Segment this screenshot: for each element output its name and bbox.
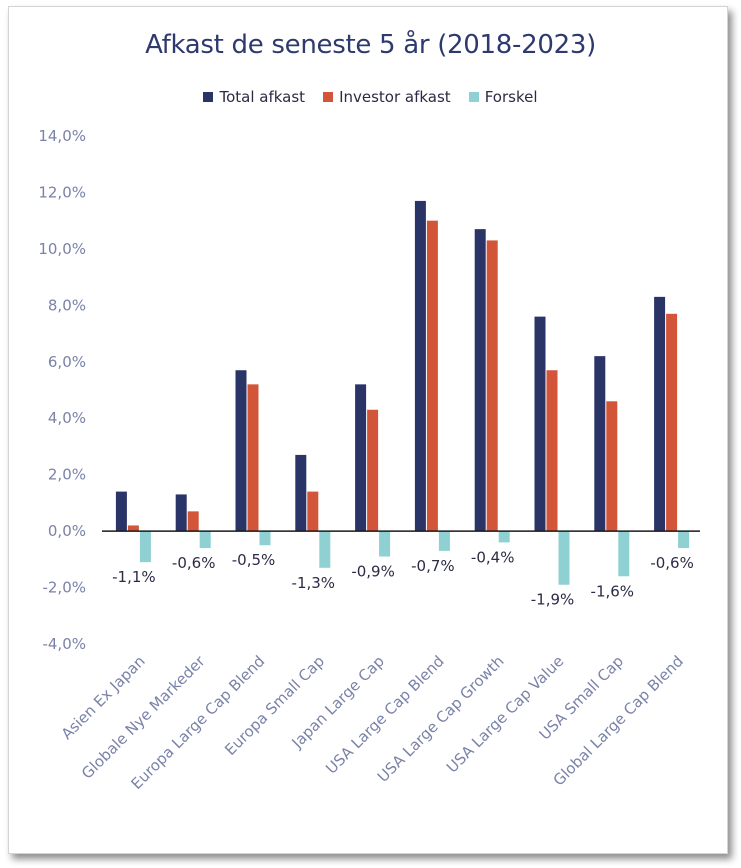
bar-total bbox=[474, 229, 486, 532]
x-category-label: USA Large Cap Value bbox=[443, 652, 567, 776]
chart-title: Afkast de seneste 5 år (2018-2023) bbox=[145, 30, 596, 60]
bar-total bbox=[355, 384, 367, 532]
bar-forskel bbox=[678, 531, 690, 549]
bar-total bbox=[115, 491, 127, 532]
legend-item-total: Total afkast bbox=[203, 88, 305, 106]
data-label: -0,6% bbox=[172, 554, 216, 572]
legend-swatch-investor bbox=[323, 92, 334, 102]
bar-forskel bbox=[438, 531, 450, 551]
data-label: -1,1% bbox=[112, 568, 156, 586]
data-label: -0,6% bbox=[650, 554, 694, 572]
data-label: -1,3% bbox=[292, 574, 336, 592]
data-label: -0,4% bbox=[471, 548, 515, 566]
bar-investor bbox=[666, 313, 678, 532]
bar-investor bbox=[486, 240, 498, 532]
legend: Total afkast Investor afkast Forskel bbox=[0, 88, 741, 106]
y-tick-label: 14,0% bbox=[38, 127, 86, 145]
y-tick-label: 0,0% bbox=[48, 522, 86, 540]
bar-forskel bbox=[319, 531, 331, 568]
bar-investor bbox=[367, 409, 379, 532]
bar-investor bbox=[606, 401, 618, 532]
x-category-label: USA Large Cap Blend bbox=[322, 652, 447, 777]
legend-label-forskel: Forskel bbox=[484, 88, 538, 106]
y-tick-label: 10,0% bbox=[38, 240, 86, 258]
bar-total bbox=[295, 454, 307, 532]
data-label: -0,5% bbox=[232, 551, 276, 569]
y-tick-label: 8,0% bbox=[48, 296, 86, 314]
bar-forskel bbox=[139, 531, 151, 563]
y-tick-label: 4,0% bbox=[48, 409, 86, 427]
data-label: -0,9% bbox=[351, 563, 395, 581]
bar-forskel bbox=[618, 531, 630, 577]
bar-forskel bbox=[199, 531, 211, 549]
bar-total bbox=[414, 200, 426, 532]
bar-forskel bbox=[498, 531, 510, 543]
bar-investor bbox=[247, 384, 259, 532]
bar-total bbox=[175, 494, 187, 532]
y-tick-label: 6,0% bbox=[48, 353, 86, 371]
bar-total bbox=[235, 370, 247, 532]
x-category-label: Europa Small Cap bbox=[221, 652, 328, 759]
bar-total bbox=[654, 296, 666, 532]
y-tick-label: -2,0% bbox=[42, 579, 86, 597]
bar-investor bbox=[187, 511, 199, 532]
y-tick-label: 12,0% bbox=[38, 183, 86, 201]
legend-swatch-total bbox=[203, 92, 214, 102]
y-tick-label: -4,0% bbox=[42, 635, 86, 653]
legend-item-investor: Investor afkast bbox=[323, 88, 451, 106]
data-label: -1,9% bbox=[531, 591, 575, 609]
bar-forskel bbox=[558, 531, 570, 585]
data-label: -0,7% bbox=[411, 557, 455, 575]
data-label: -1,6% bbox=[591, 582, 635, 600]
legend-label-total: Total afkast bbox=[219, 88, 306, 106]
y-tick-label: 2,0% bbox=[48, 466, 86, 484]
bar-total bbox=[534, 316, 546, 532]
bar-forskel bbox=[379, 531, 391, 557]
bar-investor bbox=[426, 220, 438, 532]
bar-investor bbox=[127, 525, 139, 532]
bar-investor bbox=[546, 370, 558, 532]
legend-item-forskel: Forskel bbox=[468, 88, 538, 106]
bar-forskel bbox=[259, 531, 271, 546]
bar-total bbox=[594, 356, 606, 532]
legend-label-investor: Investor afkast bbox=[339, 88, 451, 106]
bar-investor bbox=[307, 491, 319, 532]
legend-swatch-forskel bbox=[468, 92, 479, 102]
